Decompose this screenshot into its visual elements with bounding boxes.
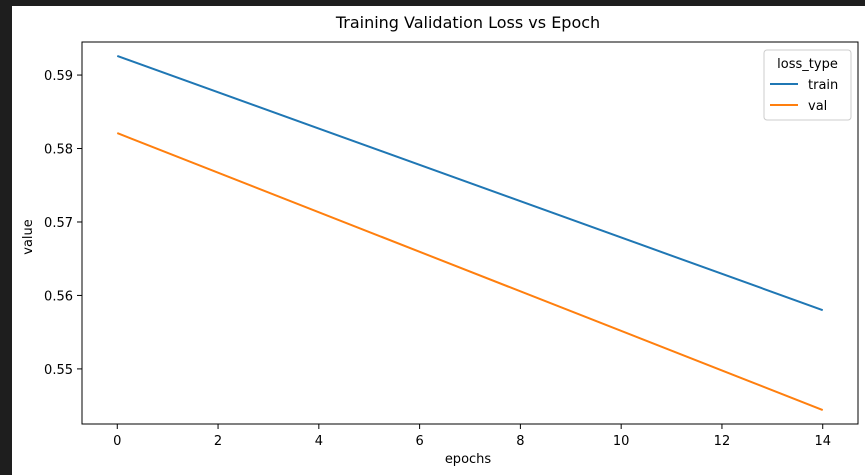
x-tick-label: 10 xyxy=(613,434,630,449)
x-tick-label: 14 xyxy=(814,434,831,449)
line-chart: Training Validation Loss vs Epoch epochs… xyxy=(21,13,859,467)
legend-label-train: train xyxy=(808,78,838,93)
x-tick-label: 2 xyxy=(214,434,222,449)
x-tick-label: 0 xyxy=(113,434,121,449)
y-tick-label: 0.55 xyxy=(44,363,73,378)
x-tick-label: 12 xyxy=(714,434,731,449)
legend-label-val: val xyxy=(808,99,827,114)
series-line-val xyxy=(116,132,824,411)
y-tick-label: 0.59 xyxy=(44,69,73,84)
chart-title: Training Validation Loss vs Epoch xyxy=(335,13,600,32)
legend-title: loss_type xyxy=(777,57,838,72)
x-axis-title: epochs xyxy=(445,452,492,467)
y-tick-label: 0.57 xyxy=(44,216,73,231)
y-tick-label: 0.56 xyxy=(44,289,73,304)
x-tick-label: 6 xyxy=(415,434,423,449)
y-axis-title: value xyxy=(21,219,36,255)
plot-frame xyxy=(81,41,859,425)
legend-box xyxy=(763,49,852,121)
plot-area: 0 2 4 6 8 10 12 14 0.55 0.56 0.57 0.58 0.59 xyxy=(44,41,859,449)
chart-canvas: Training Validation Loss vs Epoch epochs… xyxy=(12,6,865,475)
series-line-train xyxy=(116,55,824,312)
y-tick-label: 0.58 xyxy=(44,143,73,158)
x-tick-label: 4 xyxy=(315,434,323,449)
x-tick-label: 8 xyxy=(516,434,524,449)
